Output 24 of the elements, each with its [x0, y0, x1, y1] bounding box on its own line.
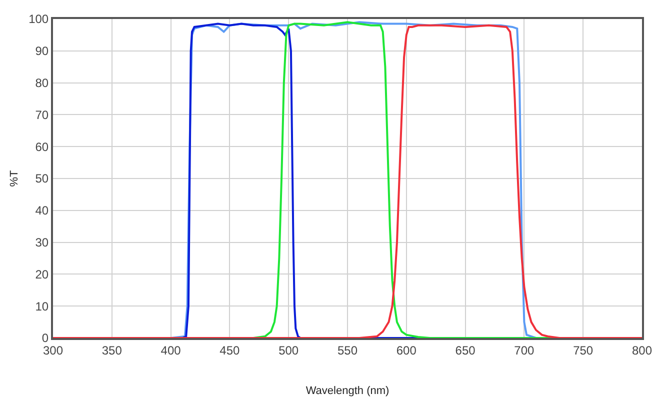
- y-tick-label: 30: [35, 236, 49, 250]
- y-tick-label: 40: [35, 204, 49, 218]
- x-tick-label: 650: [455, 343, 476, 358]
- y-tick-label: 60: [35, 140, 49, 154]
- y-tick-label: 10: [35, 299, 49, 314]
- y-tick-label: 100: [28, 12, 49, 26]
- x-tick-label: 700: [514, 343, 535, 358]
- x-tick-label: 500: [278, 343, 299, 358]
- x-axis-title: Wavelength (nm): [306, 385, 390, 398]
- x-tick-label: 350: [102, 343, 122, 358]
- x-tick-label: 400: [160, 343, 182, 358]
- y-tick-label: 20: [35, 267, 49, 282]
- y-tick-label: 80: [35, 76, 49, 90]
- x-tick-label: 750: [573, 343, 594, 358]
- x-tick-label: 550: [337, 343, 358, 358]
- y-tick-label: 90: [35, 44, 49, 58]
- y-tick-label: 70: [35, 108, 49, 122]
- x-tick-label: 600: [396, 343, 417, 358]
- x-tick-label: 450: [220, 343, 240, 358]
- x-tick-label: 300: [42, 343, 64, 358]
- x-tick-label: 800: [632, 343, 652, 358]
- y-tick-label: 0: [42, 331, 49, 346]
- y-tick-label: 50: [35, 172, 49, 186]
- y-axis-title: %T: [8, 170, 21, 187]
